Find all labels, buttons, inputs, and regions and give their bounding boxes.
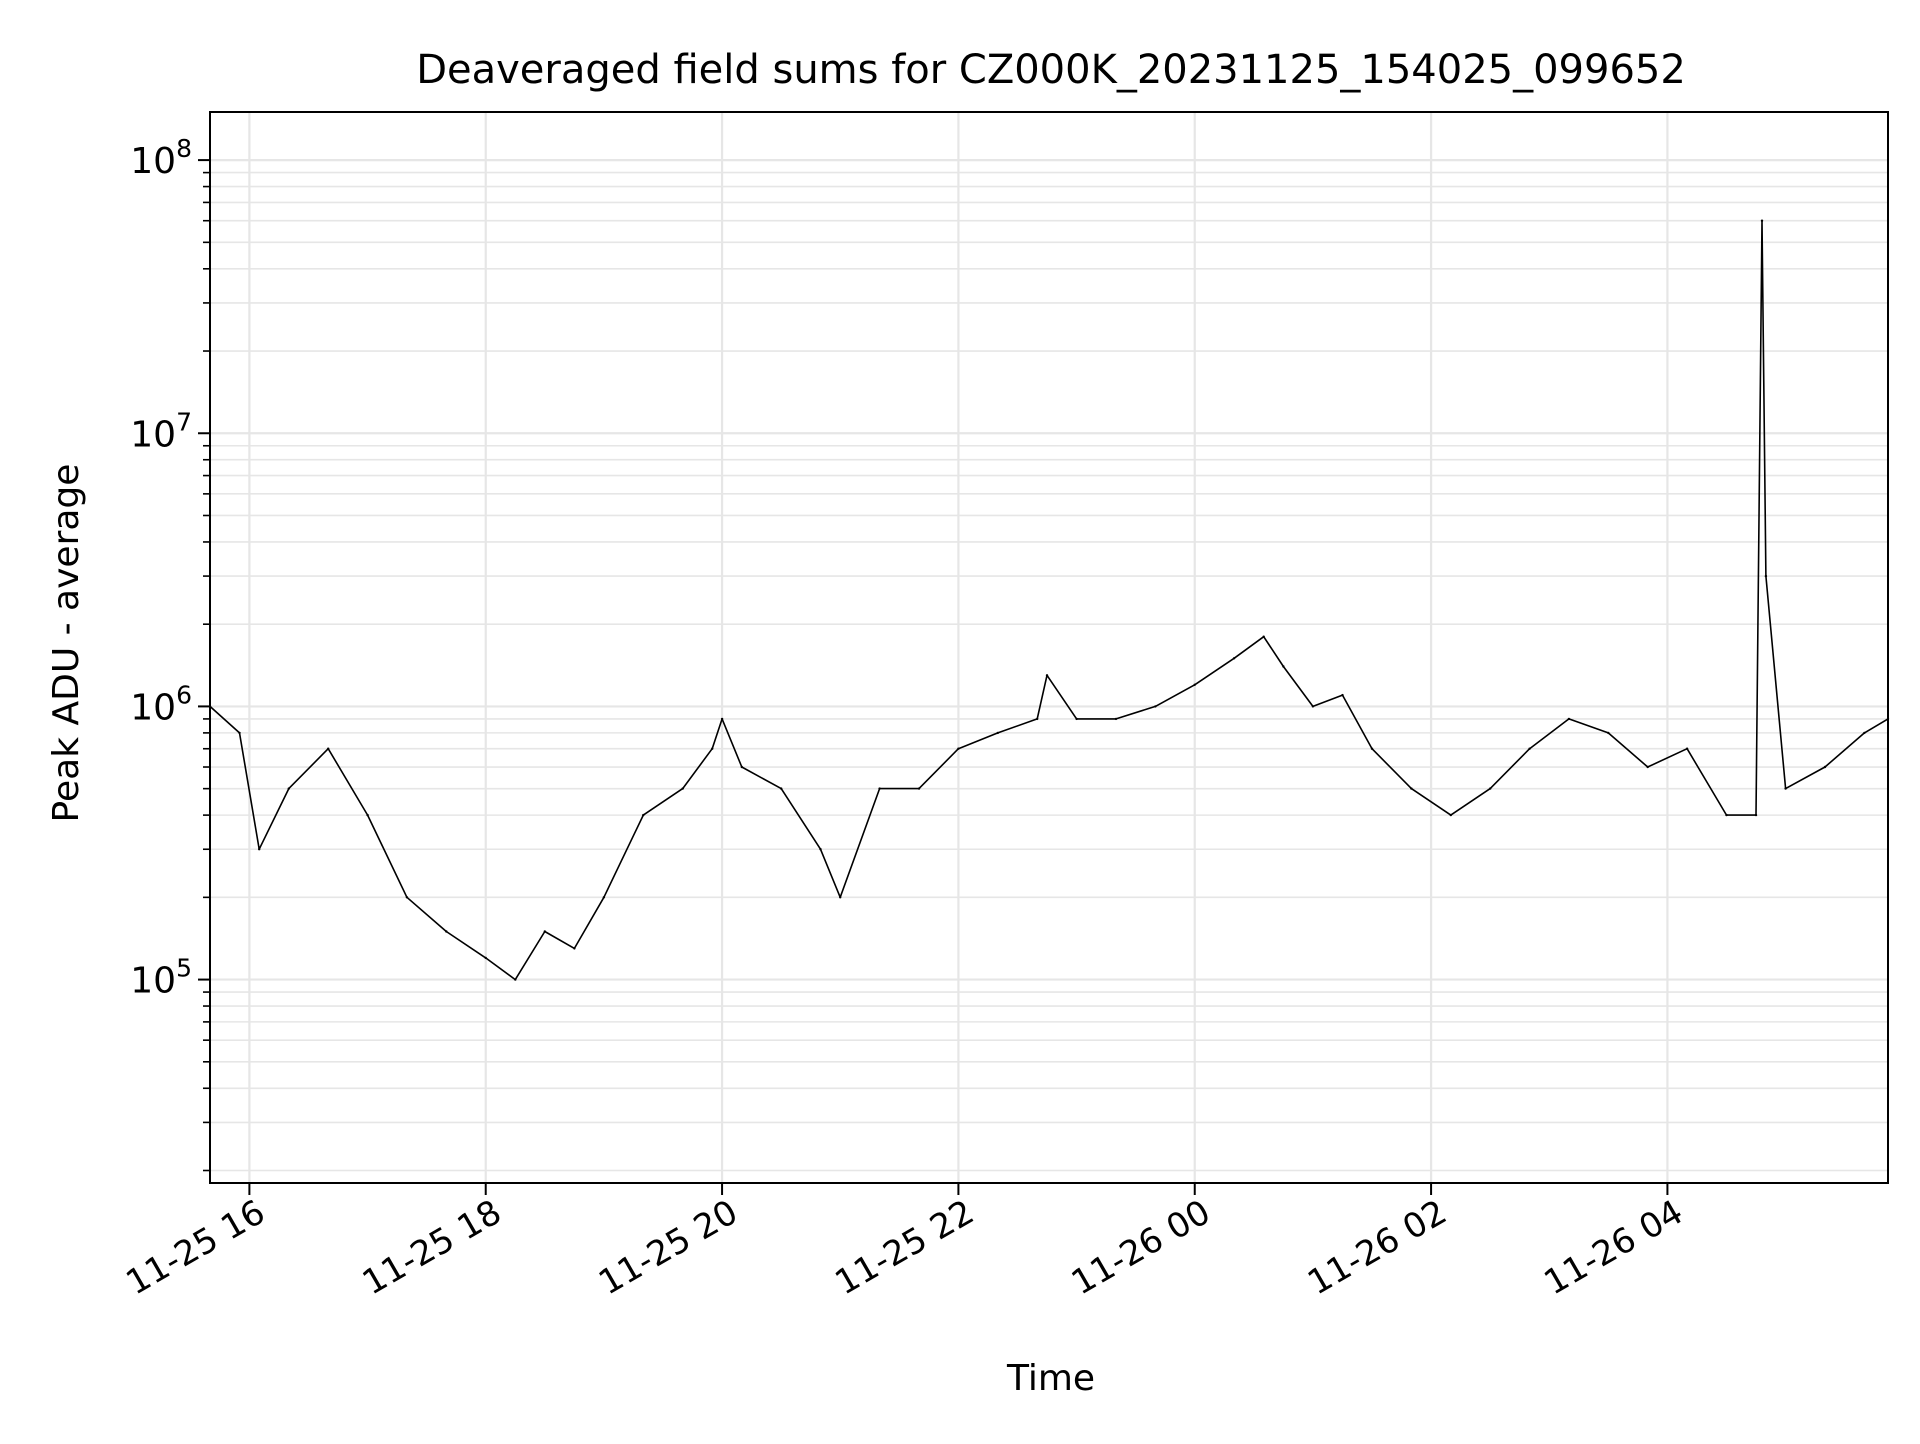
data-point	[484, 956, 487, 960]
y-tick-label: 107	[130, 407, 192, 455]
plot-border	[209, 111, 1889, 1184]
data-point	[780, 787, 783, 790]
x-tick-label: 11-26 04	[1538, 1192, 1690, 1303]
data-point	[1410, 787, 1413, 790]
data-point	[1823, 765, 1827, 769]
data-point	[740, 765, 743, 769]
data-point	[1262, 635, 1265, 638]
data-point	[1567, 717, 1571, 721]
x-tick-label: 11-25 20	[592, 1192, 744, 1303]
series-line	[209, 219, 1889, 981]
data-point	[839, 896, 842, 899]
data-point	[405, 896, 409, 899]
data-point	[327, 747, 330, 750]
data-point	[573, 947, 576, 950]
data-point	[1341, 693, 1344, 697]
data-point	[996, 731, 999, 735]
data-point	[819, 848, 822, 851]
data-point	[366, 813, 369, 817]
data-layer	[208, 219, 1890, 981]
data-point	[917, 787, 921, 790]
data-point	[287, 787, 290, 790]
y-tick-label: 108	[130, 134, 192, 182]
data-point	[1725, 813, 1728, 817]
data-point	[878, 787, 881, 790]
x-axis-label: Time	[1006, 1358, 1095, 1399]
data-point	[1784, 787, 1787, 790]
y-tick-label: 106	[130, 680, 192, 728]
data-point	[514, 978, 517, 981]
x-tick-label: 11-25 16	[119, 1192, 271, 1303]
data-point	[1449, 813, 1453, 817]
data-point	[1646, 765, 1649, 769]
data-point	[1863, 731, 1866, 735]
data-point	[1489, 787, 1492, 790]
data-point	[642, 813, 645, 817]
y-tick-label: 105	[130, 954, 192, 1002]
grid-layer	[210, 112, 1888, 1183]
x-tick-label: 11-26 02	[1301, 1192, 1453, 1303]
data-point	[1193, 683, 1196, 686]
data-point	[602, 896, 606, 899]
data-point	[1528, 747, 1531, 750]
data-point	[1114, 717, 1118, 721]
x-tick-label: 11-25 22	[829, 1192, 981, 1303]
data-point	[1685, 747, 1689, 750]
x-tick-label: 11-26 00	[1065, 1192, 1217, 1303]
data-point	[1282, 665, 1285, 668]
data-point	[1154, 705, 1157, 708]
data-point	[1754, 813, 1758, 817]
y-axis-label: Peak ADU - average	[46, 464, 87, 823]
data-point	[238, 731, 241, 735]
data-point	[1764, 574, 1768, 578]
data-point	[720, 717, 724, 721]
data-point	[681, 787, 684, 790]
data-point	[1036, 717, 1039, 721]
data-point	[1232, 657, 1236, 660]
data-point	[957, 747, 960, 750]
data-point	[1045, 674, 1049, 677]
data-point	[445, 930, 448, 933]
x-tick-label: 11-25 18	[356, 1192, 508, 1303]
data-point	[1311, 705, 1315, 708]
data-point	[258, 848, 261, 851]
data-point	[1607, 731, 1610, 735]
data-point	[543, 930, 546, 933]
axes-frame	[209, 111, 1889, 1184]
data-point	[1370, 747, 1374, 750]
data-point	[1760, 219, 1764, 222]
data-point	[1075, 717, 1078, 721]
data-point	[711, 747, 714, 750]
chart-title: Deaveraged field sums for CZ000K_2023112…	[416, 47, 1686, 93]
